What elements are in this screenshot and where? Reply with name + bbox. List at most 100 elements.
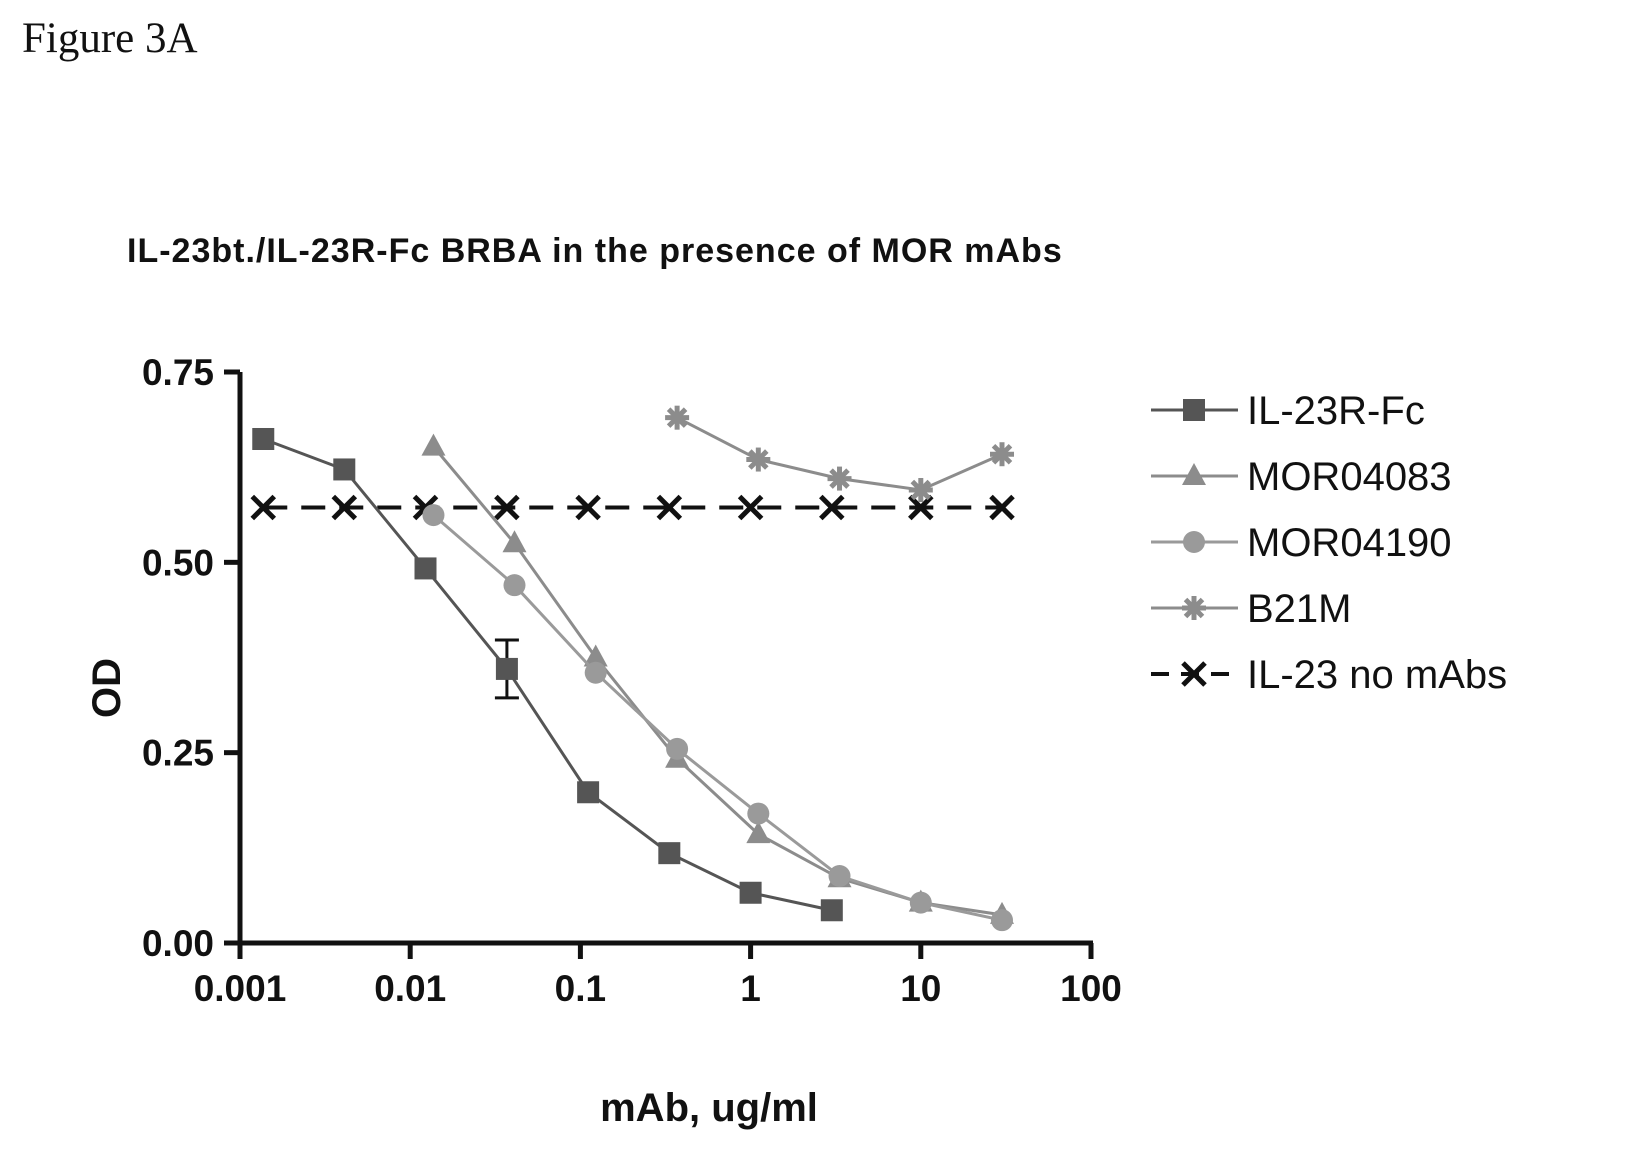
series-mor04190 [422, 504, 1014, 932]
asterisk-stroke [829, 468, 850, 489]
legend-item: IL-23 no mAbs [1151, 653, 1507, 697]
asterisk-stroke [991, 443, 1013, 465]
circle-marker [584, 661, 607, 684]
x-tick-label: 1 [740, 968, 761, 1009]
x-stroke [412, 494, 439, 521]
circle-marker [666, 737, 689, 760]
x-axis-label: mAb, ug/ml [600, 1086, 818, 1130]
data-point [495, 657, 518, 680]
asterisk-stroke [748, 449, 769, 470]
data-point [494, 494, 520, 521]
series-layer [250, 405, 1015, 932]
x-tick-label: 10 [900, 968, 941, 1009]
data-point [909, 891, 932, 914]
x-stroke [908, 494, 934, 521]
y-tick-label: 0.75 [142, 352, 214, 393]
data-point [656, 494, 683, 521]
series-b21m [665, 405, 1015, 503]
legend-label: B21M [1247, 587, 1352, 631]
x-stroke [494, 494, 520, 521]
square-marker [414, 557, 437, 580]
x-stroke [575, 494, 601, 521]
circle-marker [1183, 531, 1205, 553]
square-marker [252, 427, 275, 450]
x-stroke [331, 494, 358, 521]
data-point [575, 494, 601, 521]
legend-label: IL-23R-Fc [1247, 389, 1425, 433]
triangle-marker [1182, 463, 1206, 485]
data-point [746, 447, 771, 472]
square-marker [1183, 399, 1205, 421]
triangle-marker [583, 644, 608, 667]
data-point [252, 427, 275, 450]
triangle-marker [502, 530, 527, 553]
x-stroke [737, 494, 764, 521]
square-marker [739, 881, 762, 904]
data-point [739, 881, 762, 904]
data-point [414, 557, 437, 580]
asterisk-stroke [666, 407, 688, 428]
legend-marker [1183, 399, 1205, 421]
x-tick-label: 0.1 [555, 968, 606, 1009]
data-point [666, 737, 689, 760]
legend-item: B21M [1151, 587, 1352, 631]
data-point [333, 458, 356, 481]
data-point [737, 494, 764, 521]
data-point [908, 494, 934, 521]
square-marker [333, 458, 356, 481]
circle-marker [909, 891, 932, 914]
data-point [502, 530, 527, 553]
data-point [422, 504, 445, 527]
asterisk-stroke [1183, 597, 1205, 619]
data-point [584, 661, 607, 684]
axes: 0.001 0.01 0.1 1 10 100 0.00 0.25 0.50 0.75 [142, 352, 1122, 1009]
circle-marker [991, 909, 1014, 932]
square-marker [820, 899, 843, 922]
x-tick-label: 0.01 [374, 968, 446, 1009]
series-il-23r-fc [252, 427, 843, 922]
data-point [820, 899, 843, 922]
square-marker [577, 781, 600, 804]
data-point [577, 781, 600, 804]
x-stroke [989, 494, 1015, 521]
y-tick-label: 0.25 [142, 733, 214, 774]
legend-marker [1181, 661, 1207, 687]
data-point [827, 466, 852, 491]
data-point [989, 494, 1015, 521]
circle-marker [503, 574, 526, 597]
y-tick-label: 0.50 [142, 542, 214, 583]
legend-item: MOR04083 [1151, 455, 1452, 499]
data-point [665, 405, 690, 430]
triangle-marker [421, 433, 446, 456]
square-marker [495, 657, 518, 680]
x-stroke [819, 494, 845, 521]
circle-marker [828, 865, 851, 888]
legend-label: MOR04083 [1247, 455, 1452, 499]
x-stroke [250, 494, 277, 521]
data-point [583, 644, 608, 667]
data-point [819, 494, 845, 521]
x-stroke [1181, 661, 1207, 687]
legend-marker [1182, 463, 1206, 485]
data-point [503, 574, 526, 597]
data-point [658, 842, 681, 865]
x-stroke [656, 494, 683, 521]
data-point [828, 865, 851, 888]
data-point [991, 909, 1014, 932]
data-point [331, 494, 358, 521]
circle-marker [422, 504, 445, 527]
chart-title: IL-23bt./IL-23R-Fc BRBA in the presence … [127, 232, 1063, 270]
legend-item: IL-23R-Fc [1151, 389, 1425, 433]
legend-item: MOR04190 [1151, 521, 1452, 565]
data-point [747, 802, 770, 825]
x-tick-label: 0.001 [194, 968, 287, 1009]
data-point [250, 494, 277, 521]
asterisk-stroke [910, 479, 932, 501]
series-il-23-no-mabs [250, 494, 1015, 521]
x-tick-label: 100 [1060, 968, 1122, 1009]
circle-marker [747, 802, 770, 825]
legend-label: IL-23 no mAbs [1247, 653, 1507, 697]
series-line [262, 437, 833, 912]
series-line [432, 513, 1003, 922]
